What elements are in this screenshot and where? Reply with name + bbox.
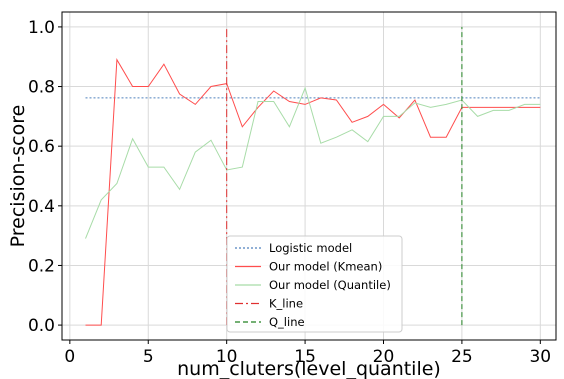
y-tick-label: 0.6 — [28, 137, 55, 157]
legend-label: Logistic model — [269, 241, 352, 255]
legend-box — [226, 235, 403, 333]
legend-label: Our model (Kmean) — [269, 260, 382, 274]
ticks-layer: 0 5 10 15 20 25 30 0.0 0.2 0.4 0.6 0.8 1.0 — [28, 18, 551, 367]
x-tick-label: 15 — [294, 347, 316, 367]
x-tick-label: 20 — [373, 347, 395, 367]
y-tick-label: 0.2 — [28, 256, 55, 276]
series-line-our-model-kmean — [85, 58, 541, 326]
y-tick-label: 0.4 — [28, 197, 55, 217]
legend: Logistic model Our model (Kmean) Our model… — [226, 235, 403, 333]
x-tick-label: 0 — [64, 347, 75, 367]
x-tick-label: 10 — [216, 347, 238, 367]
plot-frame — [61, 11, 557, 341]
legend-label: Our model (Quantile) — [269, 278, 391, 292]
y-tick-label: 1.0 — [28, 18, 55, 38]
x-tick-label: 25 — [451, 347, 473, 367]
series-layer — [85, 26, 541, 326]
series-line-our-model-quantile — [85, 86, 541, 239]
y-tick-label: 0.8 — [28, 78, 55, 98]
x-axis-label: num_cluters(level_quantile) — [177, 358, 441, 379]
x-tick-label: 5 — [143, 347, 154, 367]
x-tick-label: 30 — [529, 347, 551, 367]
legend-label: Q_line — [269, 315, 305, 329]
y-tick-label: 0.0 — [28, 316, 55, 336]
y-axis-label: Precision-score — [7, 105, 29, 248]
legend-label: K_line — [269, 297, 303, 311]
